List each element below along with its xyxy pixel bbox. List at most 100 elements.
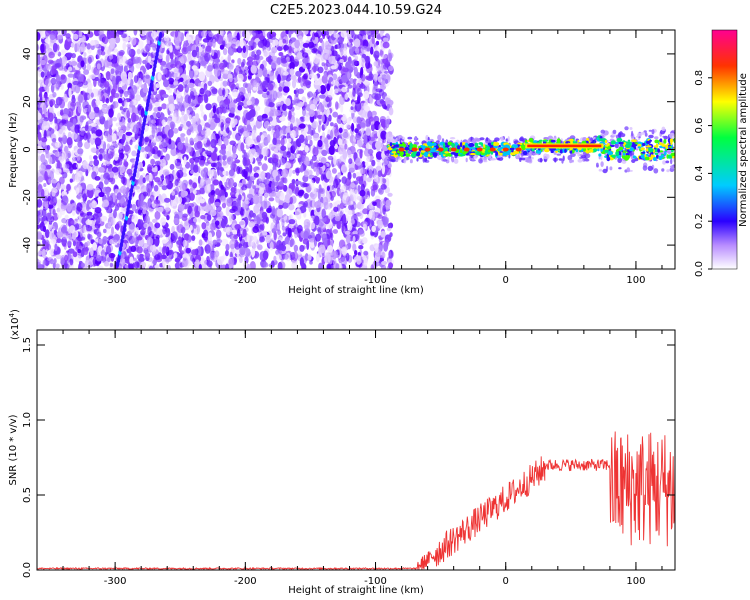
heatmap-cell [157, 52, 164, 60]
heatmap-cell [249, 210, 254, 218]
heatmap-cell [169, 121, 175, 129]
heatmap-cell [303, 160, 310, 165]
heatmap-cell [37, 231, 43, 240]
heatmap-cell [117, 112, 122, 121]
heatmap-cell [330, 65, 337, 70]
heatmap-cell [174, 211, 179, 216]
heatmap-cell [298, 134, 305, 143]
heatmap-cell [205, 103, 212, 111]
heatmap-cell [268, 197, 275, 202]
heatmap-cell [145, 250, 150, 259]
heatmap-cell [329, 232, 334, 240]
heatmap-cell [165, 257, 172, 262]
heatmap-cell [302, 81, 308, 87]
heatmap-cell [229, 75, 233, 83]
heatmap-cell [52, 42, 58, 53]
heatmap-cell [178, 243, 182, 253]
heatmap-cell [219, 62, 225, 70]
heatmap-cell [187, 50, 192, 60]
heatmap-cell [347, 150, 352, 158]
heatmap-cell [88, 104, 92, 114]
heatmap-cell [231, 88, 239, 98]
heatmap-cell [186, 120, 191, 127]
heatmap-cell [227, 177, 235, 188]
heatmap-cell [356, 71, 361, 79]
heatmap-cell [62, 171, 68, 179]
heatmap-cell [38, 91, 43, 100]
heatmap-cell [380, 184, 387, 190]
heatmap-cell [216, 235, 221, 242]
heatmap-cell [43, 93, 48, 99]
heatmap-cell [353, 38, 361, 48]
heatmap-cell [236, 111, 241, 117]
heatmap-cell [42, 103, 47, 114]
heatmap-cell [165, 209, 169, 214]
heatmap-cell [362, 80, 370, 85]
heatmap-cell [328, 145, 335, 156]
heatmap-cell [350, 106, 354, 111]
heatmap-cell [83, 69, 90, 75]
heatmap-cell [237, 228, 241, 237]
heatmap-cell [95, 215, 101, 225]
heatmap-cell [195, 36, 199, 46]
heatmap-cell [274, 161, 279, 168]
heatmap-cell [181, 215, 188, 222]
heatmap-cell [337, 173, 341, 179]
heatmap-cell [295, 87, 299, 98]
heatmap-cell [103, 228, 107, 234]
heatmap-cell [196, 140, 203, 149]
heatmap-cell [67, 150, 72, 159]
heatmap-cell [89, 159, 94, 166]
heatmap-cell [133, 56, 140, 64]
heatmap-cell [90, 44, 95, 51]
heatmap-cell [191, 98, 199, 105]
heatmap-cell [213, 58, 221, 63]
heatmap-cell [263, 262, 269, 268]
heatmap-cell [162, 169, 170, 176]
heatmap-cell [202, 42, 207, 50]
heatmap-cell [187, 205, 192, 214]
heatmap-cell [302, 57, 309, 64]
heatmap-cell [368, 203, 374, 210]
heatmap-cell [298, 60, 303, 69]
heatmap-cell [198, 239, 203, 246]
heatmap-cell [38, 164, 46, 171]
heatmap-cell [337, 137, 343, 146]
heatmap-cell [382, 41, 390, 49]
heatmap-cell [112, 117, 118, 122]
heatmap-cell [135, 226, 140, 235]
heatmap-cell [359, 83, 366, 89]
heatmap-cell [71, 208, 76, 216]
heatmap-cell [242, 82, 249, 88]
heatmap-cell [123, 65, 128, 73]
heatmap-cell [90, 74, 97, 79]
heatmap-cell [48, 220, 53, 225]
heatmap-cell [372, 184, 378, 191]
heatmap-cell [119, 106, 124, 111]
heatmap-cell [256, 49, 262, 56]
heatmap-cell [159, 171, 163, 176]
heatmap-cell [198, 155, 205, 160]
heatmap-cell [272, 90, 278, 101]
heatmap-cell [112, 139, 116, 147]
heatmap-cell [363, 90, 370, 100]
heatmap-cell [352, 230, 358, 235]
heatmap-cell [294, 180, 302, 185]
heatmap-cell [174, 68, 178, 73]
heatmap-cell [350, 218, 355, 225]
heatmap-cell [279, 157, 286, 166]
heatmap-cell [354, 250, 358, 256]
heatmap-cell [42, 196, 49, 202]
heatmap-cell [238, 182, 243, 188]
heatmap-cell [183, 156, 187, 165]
heatmap-cell [184, 161, 191, 169]
heatmap-cell [314, 211, 321, 216]
heatmap-cell [49, 248, 55, 256]
heatmap-cell [204, 53, 211, 62]
heatmap-cell [190, 254, 194, 262]
heatmap-cell [102, 199, 109, 208]
heatmap-cell [175, 162, 183, 170]
heatmap-cell [103, 172, 110, 180]
heatmap-cell [247, 45, 254, 51]
